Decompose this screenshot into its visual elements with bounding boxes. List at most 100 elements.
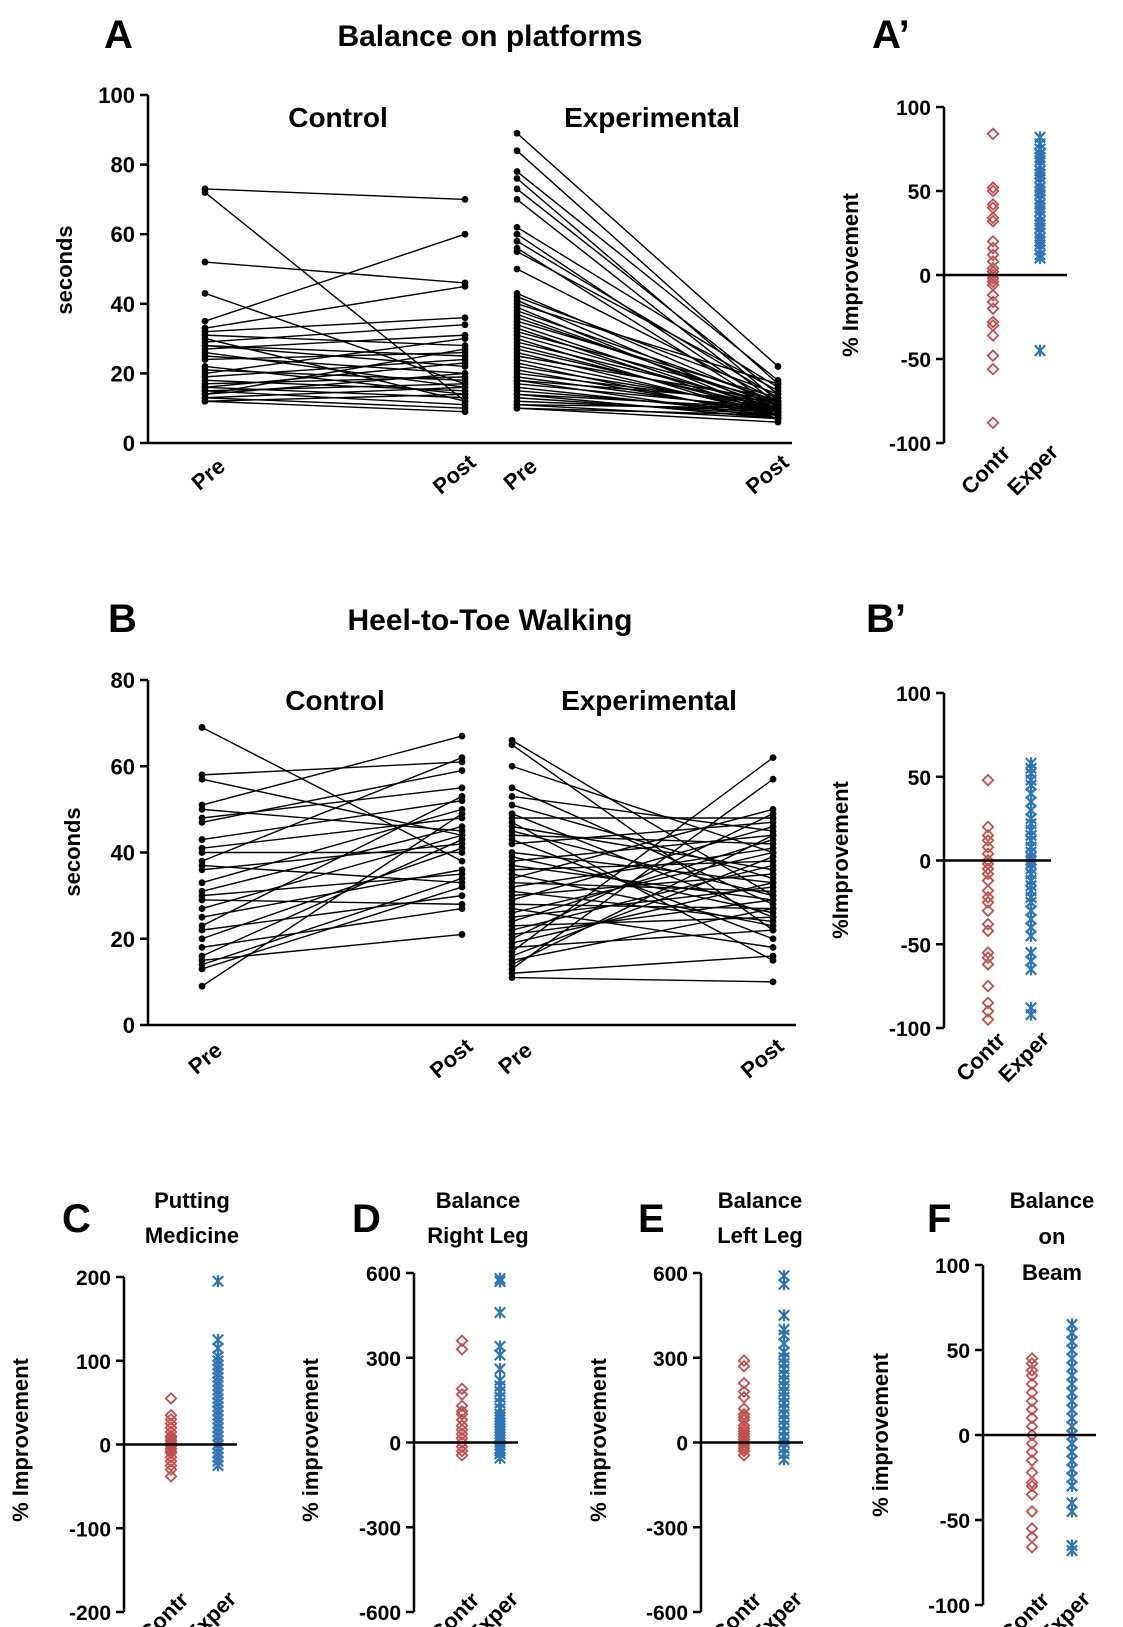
panel-a-pre-point — [513, 147, 521, 155]
panel-f-contr-point — [1025, 1386, 1039, 1399]
panel-letter-f: F — [927, 1197, 951, 1241]
panel-b-x-tick-label: Post — [425, 1033, 478, 1083]
panel-a2-contr-point — [986, 329, 1000, 342]
panel-d-y-tick-label: 300 — [366, 1348, 401, 1371]
panel-b-post-point — [458, 767, 466, 774]
panel-e-contr-point — [737, 1436, 751, 1449]
panel-e-y-tick-label: 600 — [653, 1263, 688, 1286]
panel-c-contr-point — [164, 1469, 178, 1483]
panel-b-paired-line — [511, 821, 774, 961]
panel-f-y-tick-label: -50 — [940, 1510, 970, 1533]
panel-b-paired-line — [511, 856, 774, 957]
panel-b-paired-line — [511, 916, 774, 927]
panel-b-paired-line — [201, 800, 463, 841]
panel-b-pre-point — [508, 974, 516, 981]
panel-b2-y-axis-label: %Improvement — [828, 780, 853, 938]
panel-b-pre-point — [198, 896, 206, 904]
panel-b2-contr-point — [981, 862, 995, 876]
panel-a-y-tick-label: 40 — [111, 292, 135, 317]
panel-f-contr-point — [1025, 1445, 1039, 1459]
panel-e-contr-point — [737, 1448, 751, 1462]
panel-b-post-point — [458, 931, 466, 938]
panel-b-pre-point — [508, 762, 516, 770]
panel-b-post-point — [458, 844, 466, 852]
panel-b-pre-point — [508, 741, 516, 749]
panel-e-y-axis-label: % improvement — [586, 1357, 611, 1521]
panel-b-post-point — [769, 943, 777, 951]
panel-b2-contr-point — [981, 904, 995, 918]
panel-a-paired-line — [204, 362, 466, 389]
panel-a-paired-line — [204, 372, 466, 395]
panel-f-contr-point — [1025, 1522, 1039, 1535]
panel-b-post-point — [458, 754, 466, 762]
panel-b-y-tick-label: 20 — [111, 927, 135, 952]
panel-b-pre-point — [198, 805, 206, 813]
panel-c-contr-point — [164, 1438, 178, 1451]
panel-b-post-point — [769, 775, 777, 783]
panel-a2-y-tick-label: -100 — [889, 433, 931, 456]
panel-a-post-point — [774, 397, 782, 405]
panel-d-exper-point — [494, 1348, 506, 1361]
panel-b-x-tick-label: Pre — [494, 1037, 537, 1079]
panel-a2-y-tick-label: 0 — [919, 265, 931, 288]
panel-d-contr-point — [455, 1334, 469, 1348]
panel-f-contr-point — [1025, 1394, 1039, 1408]
panel-b-post-point — [769, 831, 777, 839]
panel-b-paired-line — [201, 877, 463, 966]
panel-a2-contr-point — [986, 214, 1000, 228]
panel-a2-contr-point — [986, 184, 1000, 198]
panel-a-paired-line — [516, 407, 779, 423]
panel-d-contr-point — [455, 1436, 469, 1449]
panel-a2-contr-point — [986, 349, 1000, 363]
panel-b-paired-line — [201, 834, 463, 910]
panel-c-y-tick-label: 200 — [76, 1267, 111, 1290]
panel-a-pre-point — [513, 248, 521, 256]
panel-b-post-point — [769, 853, 777, 861]
panel-b-post-point — [458, 866, 466, 874]
panel-b-pre-point — [198, 879, 206, 887]
panel-b-post-point — [769, 754, 777, 762]
panel-a-post-point — [774, 411, 782, 419]
panel-f-contr-point — [1025, 1465, 1039, 1479]
panel-b-paired-line — [201, 787, 463, 819]
panel-b2-contr-point — [981, 979, 995, 993]
panel-a2-contr-point — [986, 211, 1000, 225]
panel-a-x-tick-label: Pre — [187, 453, 230, 495]
panel-f-contr-point — [1025, 1411, 1039, 1425]
panel-b2-contr-point — [981, 951, 995, 965]
panel-a2-contr-point — [986, 288, 1000, 302]
panel-a-paired-line — [516, 407, 779, 416]
panel-f-contr-point — [1025, 1357, 1039, 1371]
panel-b2-contr-point — [981, 773, 995, 787]
panel-b2-exper-point — [1025, 1008, 1037, 1021]
panel-f-y-tick-label: 50 — [947, 1340, 970, 1363]
panel-b-pre-point — [198, 913, 206, 921]
panel-b2-contr-point — [981, 946, 995, 960]
panel-c-y-axis-label: % Improvement — [8, 1357, 33, 1521]
panel-a-paired-line — [516, 268, 779, 402]
panel-a-paired-line — [516, 132, 779, 367]
panel-e-y-tick-label: -600 — [646, 1602, 688, 1625]
panel-a-pre-point — [201, 356, 209, 363]
panel-b-post-point — [458, 793, 466, 800]
panel-a-pre-point — [513, 223, 521, 231]
panel-c-y-tick-label: 0 — [99, 1435, 111, 1458]
panel-b-paired-line — [201, 838, 463, 957]
panel-c-y-tick-label: -100 — [69, 1518, 111, 1541]
panel-a2-contr-point — [986, 302, 1000, 316]
panel-f-contr-point — [1025, 1488, 1039, 1501]
panel-b-pre-point — [198, 905, 206, 912]
panel-a-post-point — [461, 408, 469, 416]
panel-a-pre-point — [513, 185, 521, 193]
panel-b-y-axis-label: seconds — [60, 807, 85, 896]
panel-d-contr-point — [455, 1404, 469, 1418]
panel-a-paired-line — [516, 303, 779, 385]
panel-c-y-tick-label: -200 — [69, 1602, 111, 1625]
panel-f-contr-point — [1025, 1363, 1039, 1377]
panel-a-paired-line — [204, 317, 466, 333]
panel-b-paired-line — [511, 955, 774, 974]
panel-b-paired-line — [511, 795, 774, 832]
panel-b-x-tick-label: Pre — [184, 1037, 227, 1079]
